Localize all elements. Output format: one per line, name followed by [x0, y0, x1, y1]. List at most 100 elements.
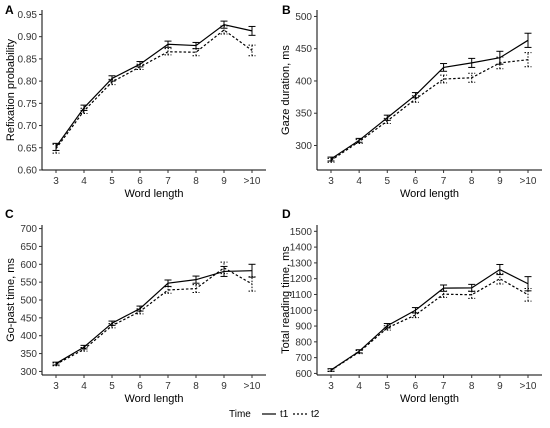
error-bar-t1 — [248, 25, 256, 36]
series-line-t1 — [55, 270, 253, 365]
panel-label: B — [282, 3, 291, 17]
x-tick-label: 3 — [328, 176, 334, 187]
x-tick-label: 6 — [413, 176, 419, 187]
x-tick-label: 9 — [497, 176, 503, 187]
error-bar-t2 — [355, 139, 363, 145]
series-line-t2 — [55, 267, 253, 365]
y-tick-label: 0.95 — [18, 10, 38, 21]
error-bar-t2 — [468, 290, 476, 299]
y-tick-label: 0.65 — [18, 143, 38, 154]
x-tick-label: 4 — [356, 176, 362, 187]
y-tick-label: 350 — [295, 109, 312, 120]
series-line-t2 — [330, 277, 529, 371]
y-tick-label: 0.80 — [18, 77, 38, 88]
series-t1 — [327, 263, 532, 372]
x-axis-title: Word length — [124, 188, 183, 200]
y-tick-label: 1100 — [290, 290, 312, 301]
x-tick-label: 5 — [385, 381, 391, 392]
error-bar-t1 — [164, 40, 172, 48]
y-tick-label: 700 — [20, 224, 37, 235]
y-tick-label: 0.60 — [18, 166, 38, 177]
x-tick-label: 8 — [193, 176, 199, 187]
x-tick-label: 5 — [109, 176, 115, 187]
x-tick-label: 4 — [81, 381, 87, 392]
x-tick-label: 9 — [221, 381, 227, 392]
error-bar-t1 — [411, 92, 419, 99]
x-tick-label: 4 — [81, 176, 87, 187]
x-tick-label: 3 — [53, 381, 59, 392]
y-tick-label: 400 — [20, 331, 37, 342]
error-bar-t2 — [496, 56, 504, 70]
x-tick-label: 6 — [137, 381, 143, 392]
y-tick-label: 700 — [295, 353, 312, 364]
legend-label-t2: t2 — [311, 409, 320, 420]
y-tick-label: 1300 — [290, 258, 313, 269]
panel-label: A — [5, 3, 14, 17]
error-bar-t2 — [327, 368, 335, 373]
error-bar-t2 — [80, 107, 88, 115]
error-bar-t2 — [108, 78, 116, 86]
error-bar-t2 — [136, 63, 144, 71]
error-bar-t2 — [411, 95, 419, 103]
y-tick-label: 0.85 — [18, 54, 38, 65]
x-tick-label: 7 — [441, 381, 447, 392]
error-bar-t1 — [440, 63, 448, 72]
y-tick-label: 450 — [295, 44, 312, 55]
y-tick-label: 300 — [20, 367, 37, 378]
series-t1 — [52, 263, 256, 366]
series-t2 — [327, 52, 532, 163]
error-bar-t2 — [440, 290, 448, 298]
error-bar-t2 — [248, 276, 256, 292]
error-bar-t2 — [496, 272, 504, 285]
x-axis-title: Word length — [124, 393, 183, 405]
y-axis-title: Go-past time, ms — [5, 258, 17, 342]
y-tick-label: 0.90 — [18, 32, 38, 43]
x-axis-title: Word length — [400, 393, 459, 405]
error-bar-t2 — [248, 44, 256, 57]
x-tick-label: 5 — [109, 381, 115, 392]
series-line-t1 — [330, 268, 529, 371]
x-tick-label: 5 — [385, 176, 391, 187]
y-tick-label: 600 — [20, 260, 37, 271]
error-bar-t2 — [52, 362, 60, 367]
error-bar-t2 — [164, 48, 172, 56]
y-tick-label: 500 — [20, 296, 37, 307]
y-tick-label: 300 — [295, 141, 312, 152]
series-line-t2 — [330, 59, 529, 161]
error-bar-t2 — [192, 284, 200, 293]
x-tick-label: 9 — [497, 381, 503, 392]
y-axis-title: Total reading time, ms — [280, 246, 292, 354]
panel-label: D — [282, 207, 291, 221]
x-tick-label: >10 — [520, 176, 537, 187]
y-axis-title: Gaze duration, ms — [280, 45, 292, 135]
y-tick-label: 800 — [295, 337, 312, 348]
y-tick-label: 900 — [295, 322, 312, 333]
error-bar-t2 — [80, 347, 88, 352]
error-bar-t2 — [383, 117, 391, 125]
x-tick-label: 9 — [221, 176, 227, 187]
y-tick-label: 1500 — [290, 227, 313, 238]
y-tick-label: 450 — [20, 313, 37, 324]
y-tick-label: 650 — [20, 242, 37, 253]
error-bar-t2 — [383, 325, 391, 331]
error-bar-t2 — [220, 261, 228, 275]
error-bar-t1 — [524, 32, 532, 48]
y-tick-label: 1200 — [290, 274, 313, 285]
error-bar-t2 — [411, 311, 419, 319]
chart-panel-b: B 300 350 400 450 500 3 4 5 6 7 8 9 >10 Word length Gaz… — [280, 3, 542, 200]
chart-panel-a: A 0.60 0.65 0.70 0.75 0.80 0.85 0.90 0.95 3 4 5 6 7 8 9… — [5, 3, 266, 200]
x-tick-label: 8 — [193, 381, 199, 392]
error-bar-t2 — [327, 157, 335, 163]
error-bar-t2 — [220, 25, 228, 35]
panel-label: C — [5, 207, 14, 221]
error-bar-t2 — [468, 72, 476, 83]
series-line-t1 — [330, 39, 529, 160]
error-bar-t2 — [440, 74, 448, 84]
series-t2 — [52, 261, 256, 367]
legend-label-t1: t1 — [280, 409, 289, 420]
error-bar-t2 — [192, 48, 200, 57]
x-tick-label: 4 — [356, 381, 362, 392]
series-line-t1 — [55, 24, 253, 148]
x-tick-label: >10 — [244, 176, 261, 187]
